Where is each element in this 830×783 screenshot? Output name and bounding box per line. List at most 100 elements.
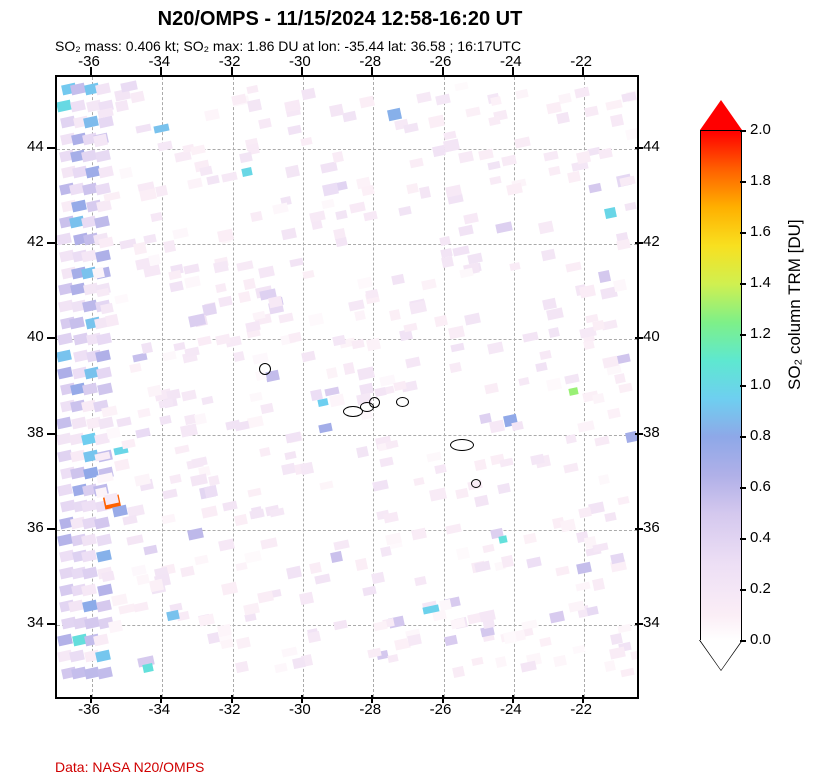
data-pixel xyxy=(284,451,296,460)
data-pixel xyxy=(204,109,219,122)
data-pixel xyxy=(57,533,73,546)
data-pixel xyxy=(69,650,85,663)
data-pixel xyxy=(235,661,249,673)
data-pixel xyxy=(95,83,111,96)
data-pixel xyxy=(455,488,469,499)
data-pixel xyxy=(334,539,350,550)
data-pixel xyxy=(329,104,343,117)
data-pixel xyxy=(450,618,465,630)
data-pixel xyxy=(484,383,499,394)
data-pixel xyxy=(546,307,563,320)
data-pixel xyxy=(273,203,290,215)
data-pixel xyxy=(241,167,252,177)
data-pixel xyxy=(56,350,72,363)
coastline xyxy=(369,397,380,408)
data-pixel xyxy=(322,183,339,197)
colorbar-tick-label: 0.0 xyxy=(750,631,771,648)
x-tick-label: -30 xyxy=(289,53,311,70)
data-pixel xyxy=(173,227,189,238)
data-pixel xyxy=(357,277,373,290)
coastline xyxy=(450,439,474,451)
data-pixel xyxy=(387,654,398,663)
data-pixel xyxy=(471,657,483,666)
data-pixel xyxy=(97,383,113,396)
data-pixel xyxy=(326,367,338,379)
data-pixel xyxy=(289,257,303,267)
data-pixel xyxy=(159,414,172,425)
data-pixel xyxy=(249,392,262,402)
data-pixel xyxy=(502,154,518,165)
data-pixel xyxy=(575,581,590,591)
data-pixel xyxy=(197,336,211,347)
data-pixel xyxy=(102,571,115,582)
colorbar-label: SO₂ column TRM [DU] xyxy=(785,219,805,390)
data-pixel xyxy=(630,649,639,660)
data-pixel xyxy=(448,326,465,340)
data-pixel xyxy=(57,333,73,346)
data-pixel xyxy=(301,351,316,363)
data-pixel xyxy=(405,357,420,369)
coastline xyxy=(396,397,409,407)
data-pixel xyxy=(548,165,560,175)
data-pixel xyxy=(357,367,374,381)
data-pixel xyxy=(133,601,149,611)
data-pixel xyxy=(318,398,330,407)
data-pixel xyxy=(106,427,121,440)
data-pixel xyxy=(333,620,347,630)
x-tick-label: -22 xyxy=(570,53,592,70)
x-tick-label: -26 xyxy=(430,53,452,70)
data-pixel xyxy=(94,216,110,229)
data-pixel xyxy=(151,212,164,222)
data-pixel xyxy=(456,547,470,560)
data-pixel xyxy=(434,464,447,474)
data-pixel xyxy=(599,474,611,485)
data-pixel xyxy=(379,456,393,466)
data-pixel xyxy=(577,420,594,432)
colorbar-tick-label: 1.2 xyxy=(750,325,771,342)
data-pixel xyxy=(308,312,324,325)
data-pixel xyxy=(281,646,298,657)
data-pixel xyxy=(434,315,448,327)
data-pixel xyxy=(247,415,264,428)
data-pixel xyxy=(287,124,301,134)
x-tick-label: -26 xyxy=(430,701,452,718)
data-pixel xyxy=(246,85,258,94)
data-pixel xyxy=(170,281,185,293)
data-pixel xyxy=(170,474,182,484)
data-pixel xyxy=(299,592,314,605)
data-pixel xyxy=(187,178,203,190)
data-pixel xyxy=(184,263,200,273)
data-pixel xyxy=(355,558,368,571)
data-pixel xyxy=(499,535,508,544)
data-pixel xyxy=(249,509,264,520)
data-pixel xyxy=(458,225,474,237)
data-pixel xyxy=(112,505,128,518)
colorbar-arrow-bottom xyxy=(700,640,742,670)
data-pixel xyxy=(222,501,237,512)
data-pixel xyxy=(351,338,365,348)
data-pixel xyxy=(194,413,207,425)
data-pixel xyxy=(270,508,285,518)
data-pixel xyxy=(96,472,113,483)
data-pixel xyxy=(105,313,119,326)
data-pixel xyxy=(592,578,605,591)
data-pixel xyxy=(497,483,511,495)
data-pixel xyxy=(162,351,177,362)
data-pixel xyxy=(259,447,271,457)
data-pixel xyxy=(260,403,274,414)
data-pixel xyxy=(463,213,479,224)
data-pixel xyxy=(620,668,634,678)
data-pixel xyxy=(221,172,238,183)
data-pixel xyxy=(218,296,233,308)
data-pixel xyxy=(588,183,602,193)
data-pixel xyxy=(141,342,153,354)
data-pixel xyxy=(98,416,114,429)
data-pixel xyxy=(563,462,579,473)
data-pixel xyxy=(475,561,492,573)
data-pixel xyxy=(503,631,517,644)
data-pixel xyxy=(330,551,342,563)
data-pixel xyxy=(248,488,263,498)
data-pixel xyxy=(604,660,616,672)
data-pixel xyxy=(385,440,398,450)
data-pixel xyxy=(522,332,539,343)
